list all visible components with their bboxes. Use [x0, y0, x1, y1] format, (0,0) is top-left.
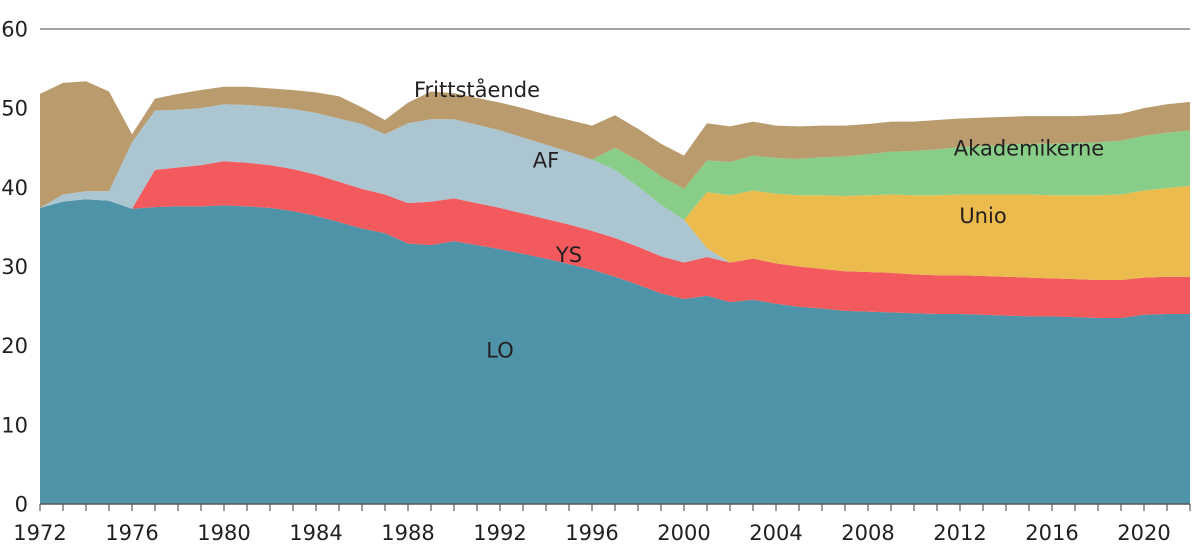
x-axis-tick-label: 2016 — [1025, 521, 1078, 545]
area-band-akademikerne — [40, 104, 1190, 220]
series-label-lo: LO — [486, 339, 513, 363]
y-axis-tick-label: 60 — [1, 18, 28, 42]
y-axis-tick-label: 0 — [15, 493, 28, 517]
x-axis-tick-label: 1988 — [381, 521, 434, 545]
area-band-af — [40, 104, 1190, 280]
x-axis-tick-label: 1996 — [565, 521, 618, 545]
x-axis-tick-label: 1976 — [105, 521, 158, 545]
y-axis-ticks-group: 0 10 20 30 40 50 60 — [1, 18, 28, 517]
y-axis-tick-label: 40 — [1, 176, 28, 200]
area-band-unio — [40, 104, 1190, 280]
x-axis-tick-label: 2008 — [841, 521, 894, 545]
y-axis-tick-label: 10 — [1, 413, 28, 437]
y-axis-tick-label: 30 — [1, 255, 28, 279]
series-label-ys: YS — [555, 243, 582, 267]
series-label-unio: Unio — [959, 204, 1006, 228]
x-axis-tick-label: 2020 — [1117, 521, 1170, 545]
x-axis-tick-label: 2000 — [657, 521, 710, 545]
series-label-af: AF — [533, 149, 559, 173]
x-axis-tick-label: 1984 — [289, 521, 342, 545]
series-label-frittst-ende: Frittstående — [414, 77, 540, 102]
x-axis-tick-label: 2012 — [933, 521, 986, 545]
x-axis-tick-label: 1972 — [13, 521, 66, 545]
x-axis-tick-label: 1980 — [197, 521, 250, 545]
area-band-frittst-ende — [40, 81, 1190, 208]
area-band-ys — [40, 161, 1190, 318]
y-axis-tick-label: 50 — [1, 97, 28, 121]
area-band-lo — [40, 199, 1190, 504]
x-axis-tick-label: 1992 — [473, 521, 526, 545]
series-label-akademikerne: Akademikerne — [954, 137, 1104, 161]
area-bands-group — [40, 81, 1190, 504]
y-axis-tick-label: 20 — [1, 334, 28, 358]
x-axis-ticks-group: 1972 1976 1980 1984 1988 1992 1996 2000 2004 2008… — [13, 504, 1191, 545]
x-axis-tick-label: 2004 — [749, 521, 802, 545]
series-labels-group: LO YS AF Unio Akademikerne Frittstående — [414, 77, 1104, 362]
